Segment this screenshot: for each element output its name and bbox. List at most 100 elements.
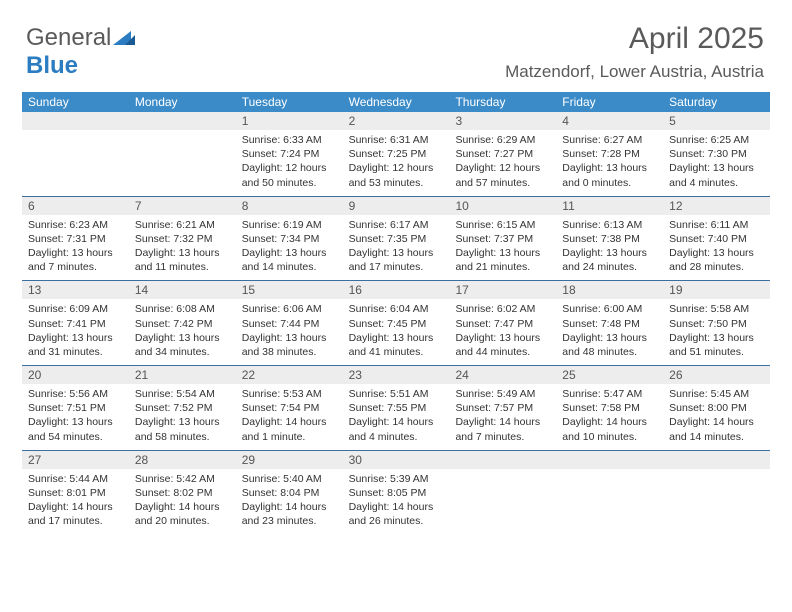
daylight-line: Daylight: 13 hours and 54 minutes. bbox=[28, 415, 123, 443]
sunset-line: Sunset: 8:02 PM bbox=[135, 486, 230, 500]
dow-header: Wednesday bbox=[343, 92, 450, 112]
dow-header: Thursday bbox=[449, 92, 556, 112]
day-details: Sunrise: 6:33 AMSunset: 7:24 PMDaylight:… bbox=[236, 130, 343, 196]
sunrise-line: Sunrise: 5:56 AM bbox=[28, 387, 123, 401]
calendar-cell: 26Sunrise: 5:45 AMSunset: 8:00 PMDayligh… bbox=[663, 366, 770, 450]
calendar-week: 6Sunrise: 6:23 AMSunset: 7:31 PMDaylight… bbox=[22, 196, 770, 281]
sunrise-line: Sunrise: 5:45 AM bbox=[669, 387, 764, 401]
day-number: 6 bbox=[22, 197, 129, 215]
day-details: Sunrise: 5:51 AMSunset: 7:55 PMDaylight:… bbox=[343, 384, 450, 450]
day-details: Sunrise: 6:23 AMSunset: 7:31 PMDaylight:… bbox=[22, 215, 129, 281]
daylight-line: Daylight: 12 hours and 50 minutes. bbox=[242, 161, 337, 189]
sunrise-line: Sunrise: 6:13 AM bbox=[562, 218, 657, 232]
day-details: Sunrise: 6:02 AMSunset: 7:47 PMDaylight:… bbox=[449, 299, 556, 365]
daylight-line: Daylight: 14 hours and 10 minutes. bbox=[562, 415, 657, 443]
day-number: 11 bbox=[556, 197, 663, 215]
day-details: Sunrise: 5:39 AMSunset: 8:05 PMDaylight:… bbox=[343, 469, 450, 535]
sunrise-line: Sunrise: 5:49 AM bbox=[455, 387, 550, 401]
day-number: 3 bbox=[449, 112, 556, 130]
sunrise-line: Sunrise: 6:17 AM bbox=[349, 218, 444, 232]
sunset-line: Sunset: 7:24 PM bbox=[242, 147, 337, 161]
calendar-cell: 24Sunrise: 5:49 AMSunset: 7:57 PMDayligh… bbox=[449, 366, 556, 450]
day-number: 24 bbox=[449, 366, 556, 384]
sunset-line: Sunset: 7:41 PM bbox=[28, 317, 123, 331]
calendar-cell: 13Sunrise: 6:09 AMSunset: 7:41 PMDayligh… bbox=[22, 281, 129, 365]
daylight-line: Daylight: 13 hours and 28 minutes. bbox=[669, 246, 764, 274]
calendar-week: 20Sunrise: 5:56 AMSunset: 7:51 PMDayligh… bbox=[22, 365, 770, 450]
day-details: Sunrise: 6:13 AMSunset: 7:38 PMDaylight:… bbox=[556, 215, 663, 281]
day-details: Sunrise: 6:09 AMSunset: 7:41 PMDaylight:… bbox=[22, 299, 129, 365]
sunrise-line: Sunrise: 5:42 AM bbox=[135, 472, 230, 486]
calendar-cell: 9Sunrise: 6:17 AMSunset: 7:35 PMDaylight… bbox=[343, 197, 450, 281]
day-number bbox=[663, 451, 770, 469]
day-number: 1 bbox=[236, 112, 343, 130]
day-number: 29 bbox=[236, 451, 343, 469]
day-number: 14 bbox=[129, 281, 236, 299]
day-details: Sunrise: 5:53 AMSunset: 7:54 PMDaylight:… bbox=[236, 384, 343, 450]
daylight-line: Daylight: 14 hours and 17 minutes. bbox=[28, 500, 123, 528]
sunrise-line: Sunrise: 5:53 AM bbox=[242, 387, 337, 401]
sunset-line: Sunset: 7:52 PM bbox=[135, 401, 230, 415]
day-number: 5 bbox=[663, 112, 770, 130]
sunset-line: Sunset: 8:00 PM bbox=[669, 401, 764, 415]
day-details: Sunrise: 6:06 AMSunset: 7:44 PMDaylight:… bbox=[236, 299, 343, 365]
sunset-line: Sunset: 7:42 PM bbox=[135, 317, 230, 331]
calendar-week: 13Sunrise: 6:09 AMSunset: 7:41 PMDayligh… bbox=[22, 280, 770, 365]
day-number: 10 bbox=[449, 197, 556, 215]
day-details: Sunrise: 5:47 AMSunset: 7:58 PMDaylight:… bbox=[556, 384, 663, 450]
daylight-line: Daylight: 13 hours and 41 minutes. bbox=[349, 331, 444, 359]
daylight-line: Daylight: 13 hours and 58 minutes. bbox=[135, 415, 230, 443]
day-number: 15 bbox=[236, 281, 343, 299]
brand-triangle-icon bbox=[113, 29, 135, 47]
calendar-week: 27Sunrise: 5:44 AMSunset: 8:01 PMDayligh… bbox=[22, 450, 770, 535]
day-number bbox=[556, 451, 663, 469]
daylight-line: Daylight: 13 hours and 38 minutes. bbox=[242, 331, 337, 359]
sunrise-line: Sunrise: 6:09 AM bbox=[28, 302, 123, 316]
calendar-cell: 4Sunrise: 6:27 AMSunset: 7:28 PMDaylight… bbox=[556, 112, 663, 196]
dow-header: Sunday bbox=[22, 92, 129, 112]
brand-part1: General bbox=[26, 24, 111, 51]
sunset-line: Sunset: 7:30 PM bbox=[669, 147, 764, 161]
calendar-cell: 16Sunrise: 6:04 AMSunset: 7:45 PMDayligh… bbox=[343, 281, 450, 365]
sunset-line: Sunset: 7:54 PM bbox=[242, 401, 337, 415]
calendar-cell: 3Sunrise: 6:29 AMSunset: 7:27 PMDaylight… bbox=[449, 112, 556, 196]
sunset-line: Sunset: 7:51 PM bbox=[28, 401, 123, 415]
day-details: Sunrise: 6:15 AMSunset: 7:37 PMDaylight:… bbox=[449, 215, 556, 281]
day-details: Sunrise: 6:08 AMSunset: 7:42 PMDaylight:… bbox=[129, 299, 236, 365]
page-title: April 2025 bbox=[629, 22, 764, 56]
sunrise-line: Sunrise: 5:54 AM bbox=[135, 387, 230, 401]
daylight-line: Daylight: 13 hours and 44 minutes. bbox=[455, 331, 550, 359]
calendar-cell: 20Sunrise: 5:56 AMSunset: 7:51 PMDayligh… bbox=[22, 366, 129, 450]
day-details: Sunrise: 6:00 AMSunset: 7:48 PMDaylight:… bbox=[556, 299, 663, 365]
sunset-line: Sunset: 7:47 PM bbox=[455, 317, 550, 331]
daylight-line: Daylight: 14 hours and 1 minute. bbox=[242, 415, 337, 443]
sunset-line: Sunset: 7:40 PM bbox=[669, 232, 764, 246]
calendar-cell: 29Sunrise: 5:40 AMSunset: 8:04 PMDayligh… bbox=[236, 451, 343, 535]
day-details: Sunrise: 5:56 AMSunset: 7:51 PMDaylight:… bbox=[22, 384, 129, 450]
day-details: Sunrise: 6:17 AMSunset: 7:35 PMDaylight:… bbox=[343, 215, 450, 281]
sunrise-line: Sunrise: 6:00 AM bbox=[562, 302, 657, 316]
day-number: 20 bbox=[22, 366, 129, 384]
day-details: Sunrise: 5:40 AMSunset: 8:04 PMDaylight:… bbox=[236, 469, 343, 535]
calendar-cell bbox=[22, 112, 129, 196]
calendar-week: 1Sunrise: 6:33 AMSunset: 7:24 PMDaylight… bbox=[22, 112, 770, 196]
sunrise-line: Sunrise: 6:08 AM bbox=[135, 302, 230, 316]
sunset-line: Sunset: 8:04 PM bbox=[242, 486, 337, 500]
sunset-line: Sunset: 7:38 PM bbox=[562, 232, 657, 246]
brand-logo: General Blue bbox=[26, 24, 135, 80]
day-details: Sunrise: 5:44 AMSunset: 8:01 PMDaylight:… bbox=[22, 469, 129, 535]
day-number bbox=[22, 112, 129, 130]
sunrise-line: Sunrise: 5:44 AM bbox=[28, 472, 123, 486]
sunset-line: Sunset: 7:50 PM bbox=[669, 317, 764, 331]
dow-header: Monday bbox=[129, 92, 236, 112]
daylight-line: Daylight: 14 hours and 7 minutes. bbox=[455, 415, 550, 443]
sunrise-line: Sunrise: 6:31 AM bbox=[349, 133, 444, 147]
sunset-line: Sunset: 7:34 PM bbox=[242, 232, 337, 246]
daylight-line: Daylight: 14 hours and 4 minutes. bbox=[349, 415, 444, 443]
daylight-line: Daylight: 13 hours and 21 minutes. bbox=[455, 246, 550, 274]
sunset-line: Sunset: 7:35 PM bbox=[349, 232, 444, 246]
sunset-line: Sunset: 7:44 PM bbox=[242, 317, 337, 331]
day-number: 22 bbox=[236, 366, 343, 384]
day-details: Sunrise: 6:21 AMSunset: 7:32 PMDaylight:… bbox=[129, 215, 236, 281]
day-number: 4 bbox=[556, 112, 663, 130]
